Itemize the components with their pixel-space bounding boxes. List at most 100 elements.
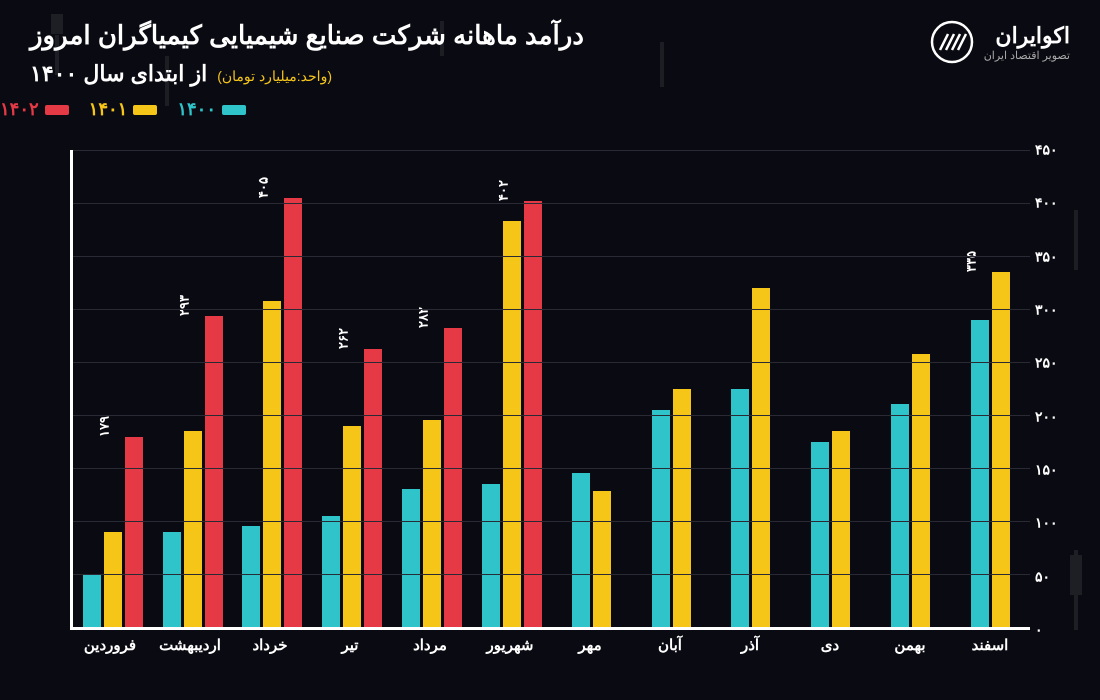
bar [752, 288, 770, 627]
y-tick: ۱۰۰ [1035, 515, 1085, 532]
x-label: فروردین [70, 630, 150, 660]
x-axis: فروردیناردیبهشتخردادتیرمردادشهریورمهرآبا… [70, 630, 1030, 660]
grid-line [73, 150, 1030, 151]
chart-title: درآمد ماهانه شرکت صنایع شیمیایی کیمیاگرا… [30, 20, 584, 51]
bar [83, 574, 101, 627]
bar [163, 532, 181, 627]
legend: ۱۴۰۰ ۱۴۰۱ ۱۴۰۲ [0, 87, 1100, 120]
bar-value-label: ۱۷۹ [96, 416, 114, 437]
y-tick: ۱۵۰ [1035, 461, 1085, 478]
bar [503, 221, 521, 627]
chart-subtitle: از ابتدای سال ۱۴۰۰ [30, 61, 207, 87]
bar [482, 484, 500, 627]
x-label: تیر [310, 630, 390, 660]
bar [322, 516, 340, 627]
bar-value-label: ۴۰۲ [495, 180, 513, 201]
bar [263, 301, 281, 627]
grid-line [73, 203, 1030, 204]
bars-layer: ۱۷۹ ۲۹۳ ۴۰۵ ۲۶۲ ۲۸۲ ۴۰۲ ۳۳۵ [73, 150, 1030, 627]
bar: ۲۹۳ [205, 316, 223, 627]
month-group: ۲۶۲ [312, 150, 392, 627]
bar [731, 389, 749, 628]
bar: ۲۶۲ [364, 349, 382, 627]
bar [673, 389, 691, 628]
y-tick: ۲۰۰ [1035, 408, 1085, 425]
y-tick: ۰ [1035, 622, 1085, 639]
legend-item: ۱۴۰۲ [0, 99, 69, 120]
x-label: آذر [710, 630, 790, 660]
month-group: ۲۹۳ [153, 150, 233, 627]
logo-icon [930, 20, 974, 64]
bar [402, 489, 420, 627]
legend-label: ۱۴۰۱ [89, 99, 128, 120]
grid-line [73, 415, 1030, 416]
legend-swatch [133, 105, 157, 115]
bar [891, 404, 909, 627]
bar [242, 526, 260, 627]
bar: ۴۰۲ [524, 201, 542, 627]
grid-line [73, 362, 1030, 363]
bar [811, 442, 829, 628]
bar-value-label: ۲۸۲ [415, 307, 433, 328]
y-tick: ۵۰ [1035, 568, 1085, 585]
header: اکوایران تصویر اقتصاد ایران درآمد ماهانه… [0, 0, 1100, 87]
bar: ۱۷۹ [125, 437, 143, 627]
logo-tagline: تصویر اقتصاد ایران [984, 49, 1070, 62]
bar [572, 473, 590, 627]
bar [423, 420, 441, 627]
bar-value-label: ۴۰۵ [256, 177, 274, 198]
bar [832, 431, 850, 627]
bar [593, 491, 611, 627]
x-label: شهریور [470, 630, 550, 660]
x-label: مهر [550, 630, 630, 660]
y-tick: ۲۵۰ [1035, 355, 1085, 372]
x-label: اسفند [950, 630, 1030, 660]
logo-name: اکوایران [984, 23, 1070, 49]
bar: ۲۸۲ [444, 328, 462, 627]
grid-line [73, 309, 1030, 310]
y-tick: ۳۰۰ [1035, 301, 1085, 318]
grid-line [73, 574, 1030, 575]
y-axis: ۰۵۰۱۰۰۱۵۰۲۰۰۲۵۰۳۰۰۳۵۰۴۰۰۴۵۰ [1035, 150, 1085, 630]
y-tick: ۴۵۰ [1035, 142, 1085, 159]
month-group [552, 150, 632, 627]
bar-value-label: ۲۶۲ [336, 328, 354, 349]
month-group [871, 150, 951, 627]
x-label: خرداد [230, 630, 310, 660]
month-group: ۳۳۵ [950, 150, 1030, 627]
x-label: دی [790, 630, 870, 660]
y-tick: ۳۵۰ [1035, 248, 1085, 265]
plot-area: ۱۷۹ ۲۹۳ ۴۰۵ ۲۶۲ ۲۸۲ ۴۰۲ ۳۳۵ [70, 150, 1030, 630]
y-tick: ۴۰۰ [1035, 195, 1085, 212]
bar: ۴۰۵ [284, 198, 302, 627]
grid-line [73, 468, 1030, 469]
bar [652, 410, 670, 627]
x-label: مرداد [390, 630, 470, 660]
month-group: ۴۰۲ [472, 150, 552, 627]
x-label: آبان [630, 630, 710, 660]
chart-unit: (واحد:میلیارد تومان) [217, 68, 332, 85]
legend-item: ۱۴۰۰ [177, 99, 246, 120]
logo: اکوایران تصویر اقتصاد ایران [930, 20, 1070, 64]
grid-line [73, 521, 1030, 522]
legend-label: ۱۴۰۲ [0, 99, 39, 120]
bar [104, 532, 122, 627]
bar [343, 426, 361, 627]
month-group [631, 150, 711, 627]
legend-item: ۱۴۰۱ [89, 99, 158, 120]
legend-swatch [222, 105, 246, 115]
bar-value-label: ۲۹۳ [176, 295, 194, 316]
bar [184, 431, 202, 627]
chart: ۱۷۹۲۹۳۴۰۵۲۶۲۲۸۲۴۰۲۳۳۵ ۰۵۰۱۰۰۱۵۰۲۰۰۲۵۰۳۰۰… [20, 150, 1080, 660]
x-label: اردیبهشت [150, 630, 230, 660]
bar [971, 320, 989, 627]
month-group: ۴۰۵ [233, 150, 313, 627]
x-label: بهمن [870, 630, 950, 660]
month-group: ۱۷۹ [73, 150, 153, 627]
bar-value-label: ۳۳۵ [963, 251, 981, 272]
month-group [791, 150, 871, 627]
month-group: ۲۸۲ [392, 150, 472, 627]
legend-label: ۱۴۰۰ [177, 99, 216, 120]
month-group [711, 150, 791, 627]
legend-swatch [45, 105, 69, 115]
